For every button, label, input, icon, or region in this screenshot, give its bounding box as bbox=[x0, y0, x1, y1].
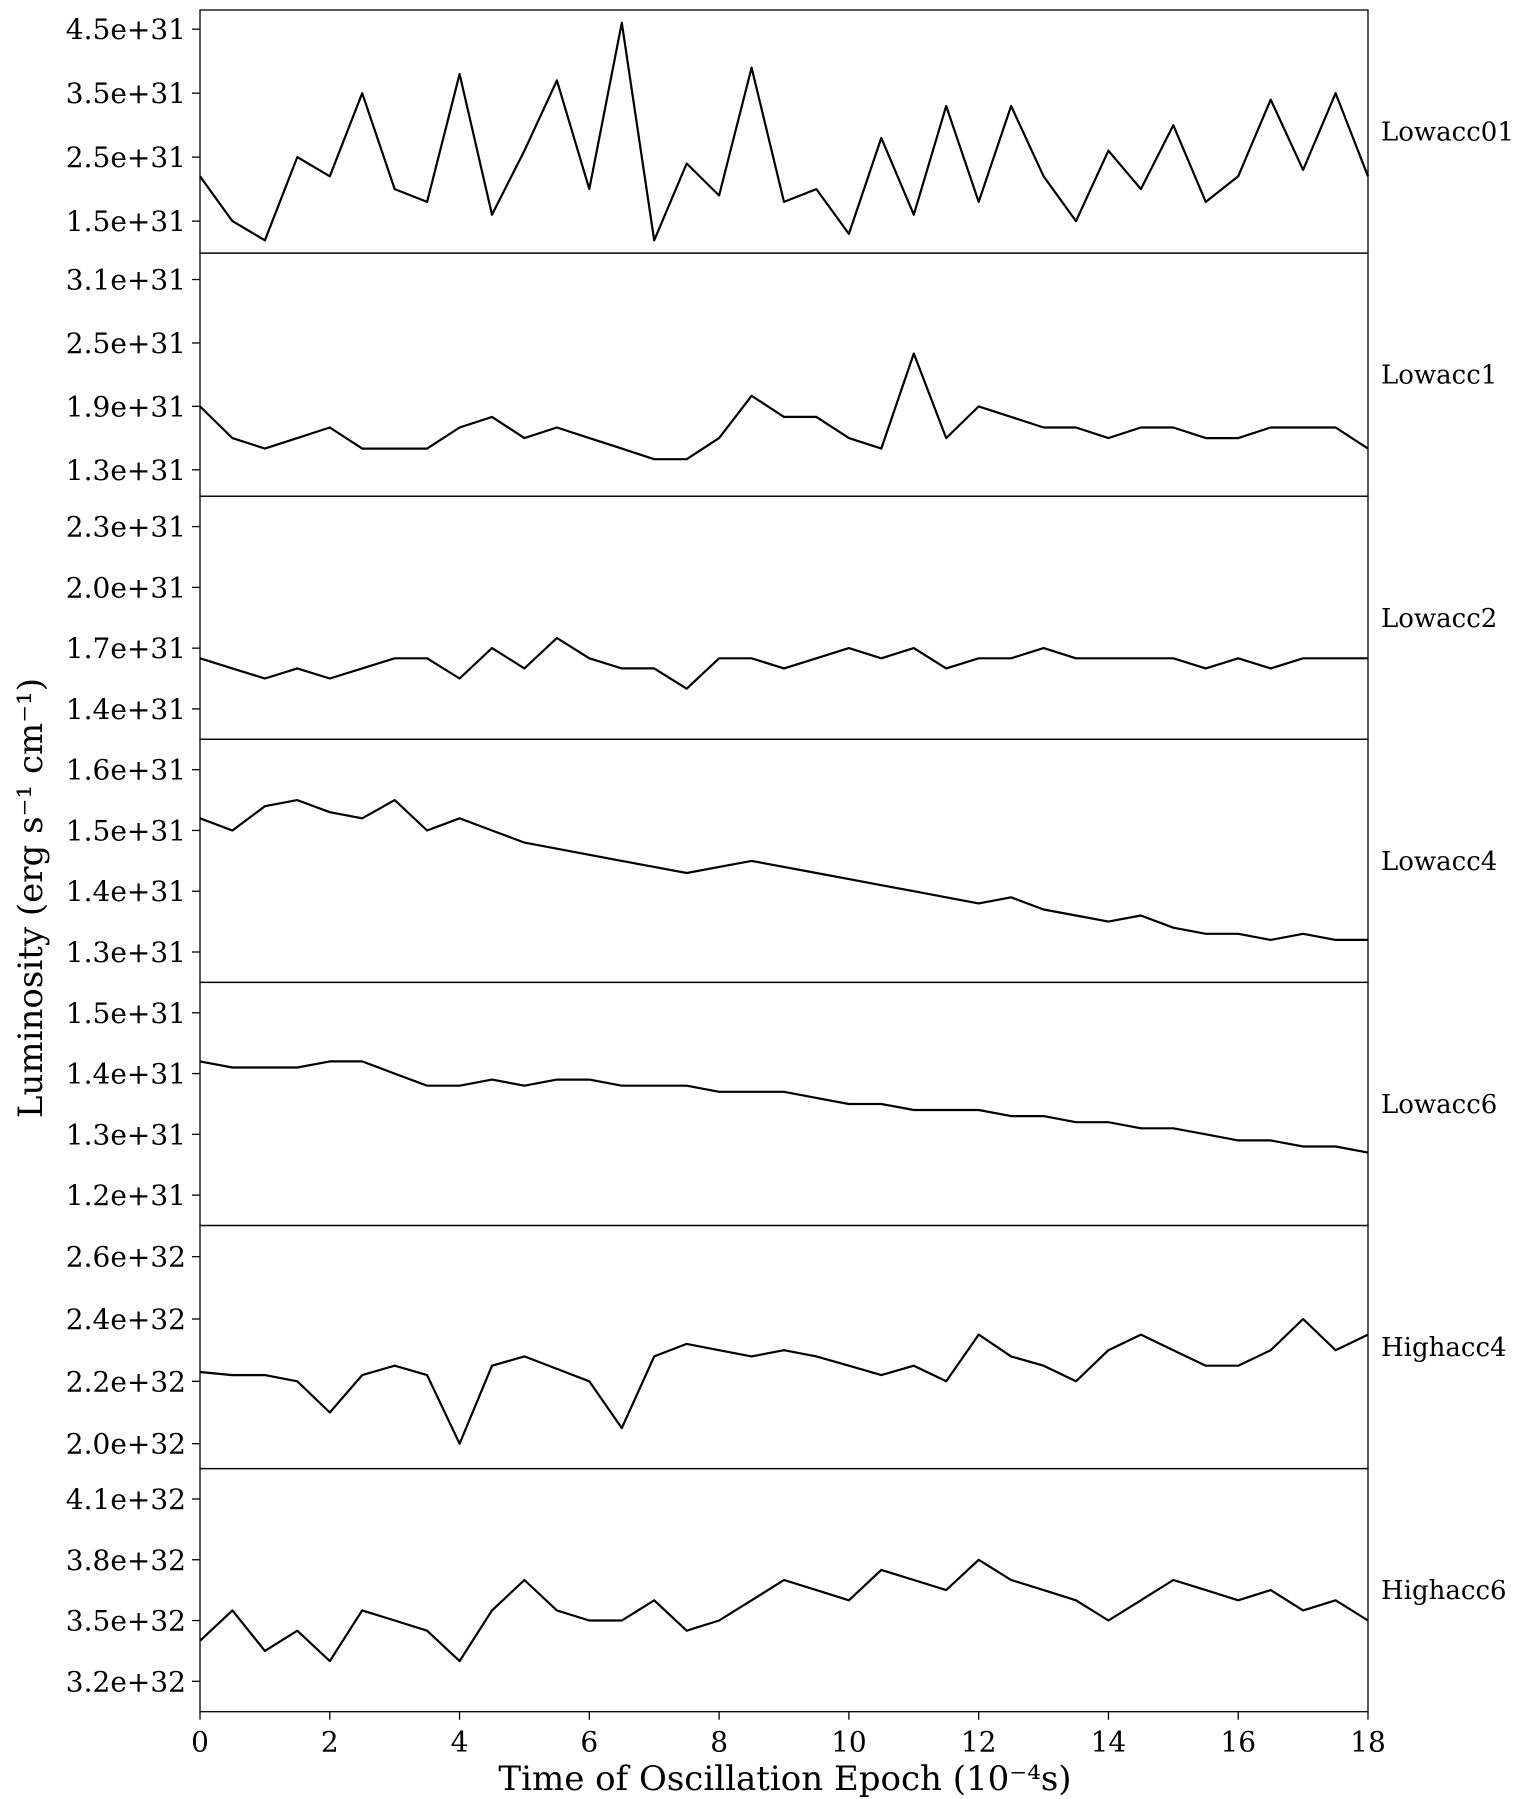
series-line-highacc4 bbox=[199, 1317, 1369, 1445]
panel-label: Lowacc1 bbox=[1381, 361, 1497, 391]
y-tick-label: 1.3e+31 bbox=[66, 1118, 186, 1151]
x-tick-label: 6 bbox=[580, 1726, 598, 1759]
series-line-lowacc01 bbox=[199, 21, 1370, 242]
y-tick-label: 1.2e+31 bbox=[66, 1179, 186, 1212]
series-line-lowacc6 bbox=[199, 1060, 1369, 1154]
panel-label: Highacc4 bbox=[1381, 1333, 1507, 1363]
panel-lowacc1: 3.1e+31 2.5e+31 1.9e+31 1.3e+31 Lowacc1 bbox=[66, 252, 1497, 497]
y-tick-label: 1.5e+31 bbox=[66, 814, 186, 847]
panel-label: Lowacc4 bbox=[1381, 847, 1497, 877]
series-line-highacc6 bbox=[199, 1558, 1369, 1663]
x-axis-label: Time of Oscillation Epoch (10⁻⁴s) bbox=[498, 1759, 1071, 1799]
x-axis: 0 2 4 6 8 10 12 14 16 18 bbox=[191, 1711, 1386, 1759]
panel-label: Lowacc6 bbox=[1381, 1090, 1497, 1120]
y-tick-label: 3.8e+32 bbox=[66, 1544, 186, 1577]
y-tick-label: 1.5e+31 bbox=[66, 205, 186, 238]
y-tick-label: 1.5e+31 bbox=[66, 997, 186, 1030]
y-tick-label: 1.4e+31 bbox=[66, 875, 186, 908]
y-tick-label: 4.5e+31 bbox=[66, 13, 186, 46]
y-tick-label: 2.3e+31 bbox=[66, 511, 186, 544]
series-line-lowacc1 bbox=[199, 352, 1369, 461]
panel-label: Highacc6 bbox=[1381, 1576, 1507, 1606]
y-tick-label: 3.5e+31 bbox=[66, 77, 186, 110]
panel-highacc6: 4.1e+32 3.8e+32 3.5e+32 3.2e+32 Highacc6 bbox=[66, 1467, 1507, 1713]
panels-group: 4.5e+31 3.5e+31 2.5e+31 1.5e+31 Lowacc01 3.1e… bbox=[66, 9, 1514, 1713]
x-tick-label: 16 bbox=[1220, 1726, 1256, 1759]
y-tick-label: 2.4e+32 bbox=[66, 1303, 186, 1336]
y-tick-label: 1.3e+31 bbox=[66, 454, 186, 487]
x-tick-label: 4 bbox=[451, 1726, 469, 1759]
y-tick-label: 2.6e+32 bbox=[66, 1241, 186, 1274]
y-tick-label: 1.9e+31 bbox=[66, 390, 186, 423]
y-tick-label: 3.1e+31 bbox=[66, 264, 186, 297]
panel-label: Lowacc01 bbox=[1381, 118, 1514, 148]
y-tick-label: 1.4e+31 bbox=[66, 1058, 186, 1091]
y-axis-label: Luminosity (erg s⁻¹ cm⁻¹) bbox=[11, 678, 51, 1118]
x-tick-label: 10 bbox=[831, 1726, 867, 1759]
y-tick-label: 2.5e+31 bbox=[66, 327, 186, 360]
series-line-lowacc4 bbox=[199, 798, 1368, 942]
y-tick-label: 1.7e+31 bbox=[66, 632, 186, 665]
x-tick-label: 12 bbox=[961, 1726, 997, 1759]
x-tick-label: 8 bbox=[710, 1726, 728, 1759]
panel-lowacc01: 4.5e+31 3.5e+31 2.5e+31 1.5e+31 Lowacc01 bbox=[66, 9, 1514, 254]
x-tick-label: 0 bbox=[191, 1726, 209, 1759]
series-line-lowacc2 bbox=[199, 636, 1368, 690]
y-tick-label: 3.2e+32 bbox=[66, 1665, 186, 1698]
y-tick-label: 1.6e+31 bbox=[66, 754, 186, 787]
panel-frame bbox=[199, 1467, 1369, 1713]
y-tick-label: 4.1e+32 bbox=[66, 1483, 186, 1516]
y-tick-label: 2.5e+31 bbox=[66, 141, 186, 174]
y-tick-label: 1.4e+31 bbox=[66, 693, 186, 726]
x-tick-label: 18 bbox=[1350, 1726, 1386, 1759]
y-tick-label: 2.0e+31 bbox=[66, 571, 186, 604]
y-tick-label: 3.5e+32 bbox=[66, 1605, 186, 1638]
x-tick-label: 14 bbox=[1091, 1726, 1127, 1759]
panel-label: Lowacc2 bbox=[1381, 604, 1497, 634]
y-tick-label: 2.0e+32 bbox=[66, 1428, 186, 1461]
x-tick-label: 2 bbox=[321, 1726, 339, 1759]
panel-lowacc4: 1.6e+31 1.5e+31 1.4e+31 1.3e+31 Lowacc4 bbox=[66, 738, 1497, 984]
y-tick-label: 1.3e+31 bbox=[66, 936, 186, 969]
y-tick-label: 2.2e+32 bbox=[66, 1365, 186, 1398]
